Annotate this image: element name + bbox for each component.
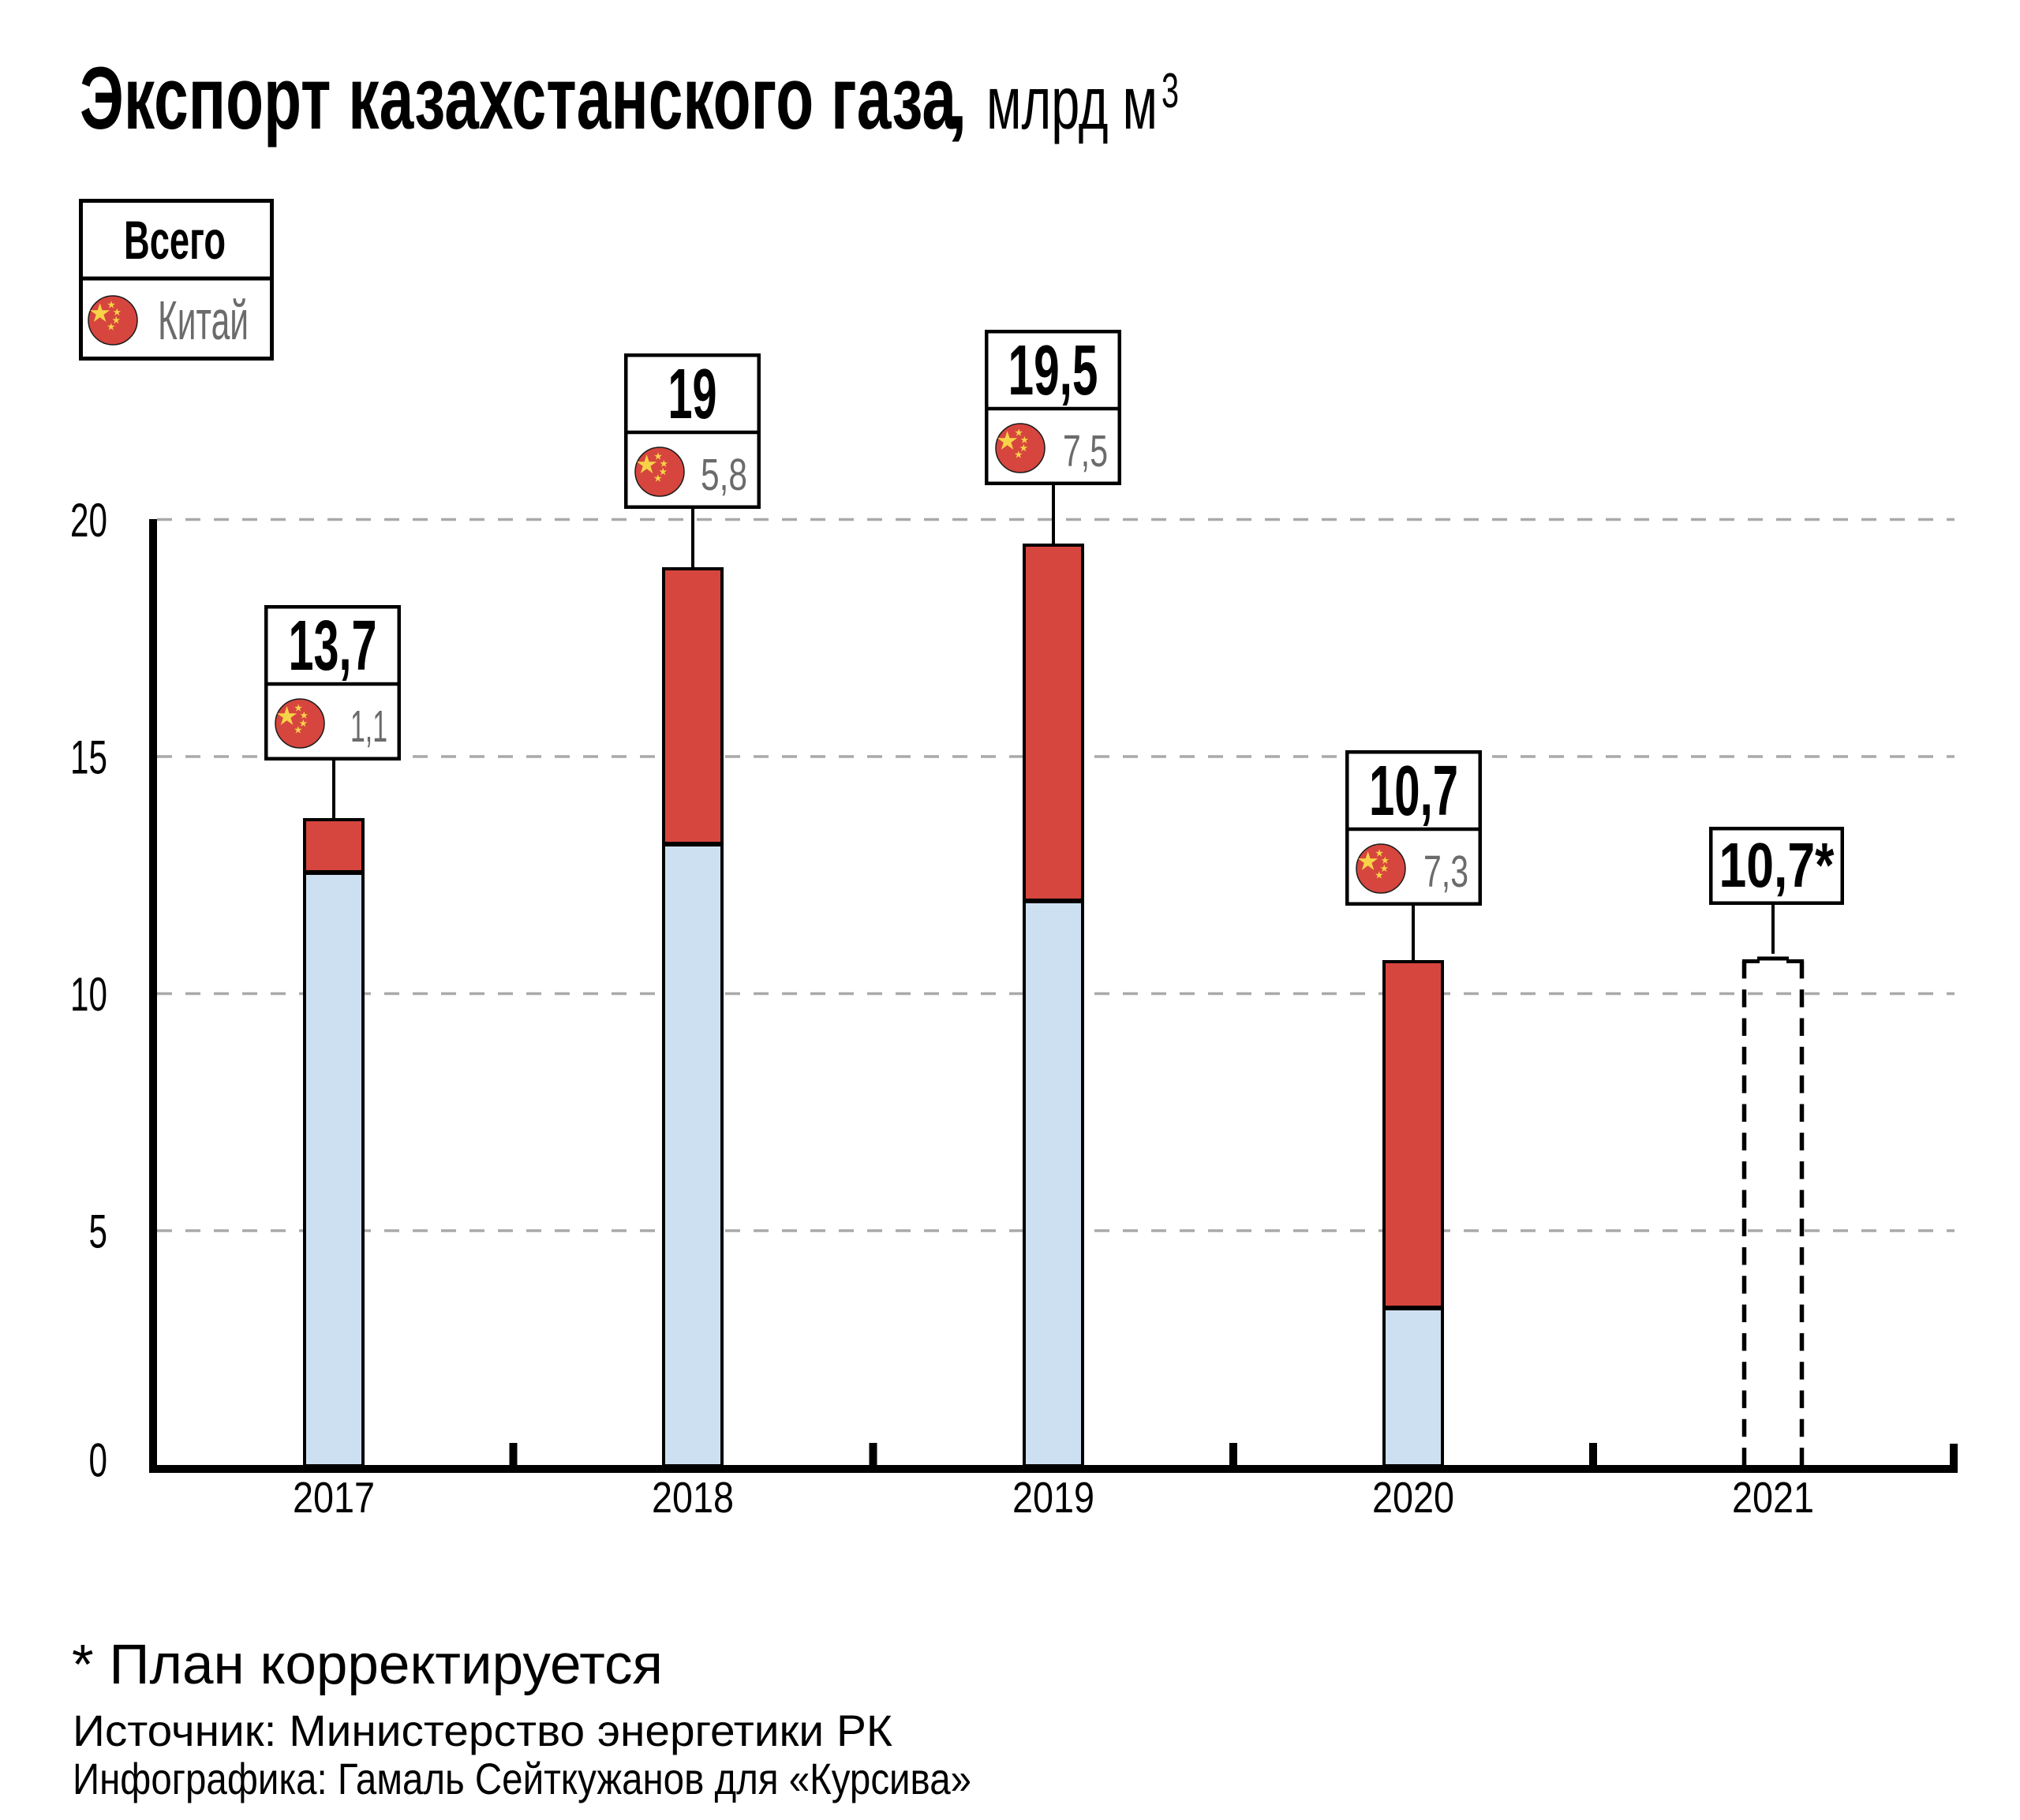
svg-text:2017: 2017 [293,1473,375,1522]
svg-text:15: 15 [70,731,107,784]
svg-text:0: 0 [89,1434,108,1487]
svg-text:Инфографика: Гамаль Сейткужано: Инфографика: Гамаль Сейткужанов для «Кур… [73,1754,971,1803]
svg-text:2020: 2020 [1372,1473,1454,1522]
svg-text:1,1: 1,1 [350,701,387,752]
svg-text:19,5: 19,5 [1008,331,1098,410]
svg-text:10: 10 [70,968,107,1021]
svg-text:Источник: Министерство энергет: Источник: Министерство энергетики РК [73,1706,892,1755]
svg-text:5: 5 [89,1205,108,1258]
svg-text:7,5: 7,5 [1063,426,1108,476]
svg-text:2018: 2018 [652,1473,734,1522]
svg-text:Экспорт казахстанского газа: Экспорт казахстанского газа [80,49,956,148]
svg-text:,: , [947,54,967,147]
svg-text:3: 3 [1162,64,1179,118]
svg-text:20: 20 [70,494,107,547]
svg-text:Всего: Всего [124,210,226,271]
svg-text:5,8: 5,8 [701,450,747,500]
svg-text:13,7: 13,7 [289,607,377,686]
svg-text:10,7: 10,7 [1369,752,1458,831]
svg-text:* План корректируется: * План корректируется [72,1634,663,1696]
svg-text:2019: 2019 [1012,1473,1094,1522]
svg-text:2021: 2021 [1732,1473,1814,1522]
svg-text:10,7*: 10,7* [1719,830,1835,900]
svg-text:Китай: Китай [158,290,249,351]
svg-text:млрд м: млрд м [986,62,1158,145]
svg-text:19: 19 [668,355,717,434]
svg-text:7,3: 7,3 [1423,846,1468,897]
